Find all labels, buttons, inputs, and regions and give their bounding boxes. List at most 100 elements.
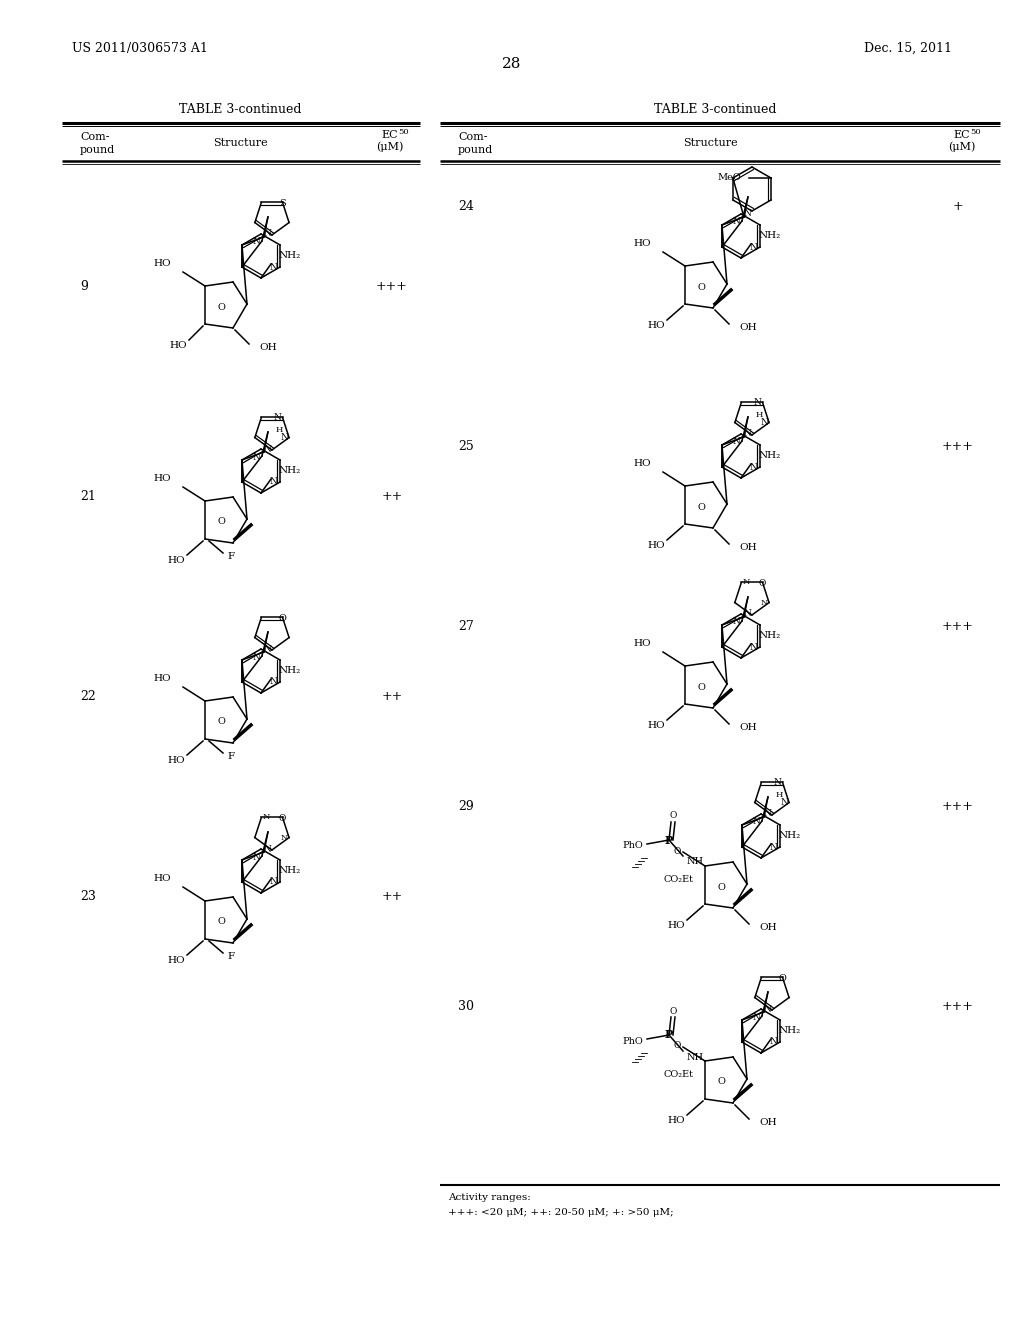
Text: 24: 24 (458, 201, 474, 213)
Text: NH₂: NH₂ (779, 832, 801, 840)
Text: O: O (279, 814, 287, 822)
Text: CO₂Et: CO₂Et (664, 1071, 694, 1078)
Text: ++: ++ (381, 690, 402, 704)
Text: OH: OH (759, 923, 776, 932)
Text: O: O (217, 517, 225, 527)
Text: F: F (227, 552, 234, 561)
Text: 50: 50 (970, 128, 981, 136)
Text: N: N (252, 853, 260, 862)
Text: OH: OH (259, 343, 276, 352)
Text: 21: 21 (80, 490, 96, 503)
Text: 30: 30 (458, 1001, 474, 1012)
Text: O: O (759, 579, 766, 587)
Text: pound: pound (458, 145, 494, 154)
Text: HO: HO (668, 921, 685, 931)
Text: F: F (227, 752, 234, 762)
Text: +++: +++ (942, 440, 974, 453)
Text: EC: EC (382, 129, 398, 140)
Text: HO: HO (167, 556, 185, 565)
Text: +++: +++ (942, 800, 974, 813)
Text: N: N (743, 610, 751, 619)
Text: N: N (262, 813, 269, 821)
Text: NH₂: NH₂ (759, 451, 781, 459)
Text: H: H (775, 791, 782, 799)
Text: N: N (769, 1038, 777, 1047)
Text: NH₂: NH₂ (279, 667, 301, 675)
Text: +++: +++ (376, 280, 408, 293)
Text: N: N (263, 644, 271, 653)
Text: TABLE 3-continued: TABLE 3-continued (653, 103, 776, 116)
Text: NH₂: NH₂ (759, 231, 781, 240)
Text: N: N (269, 263, 278, 272)
Text: N: N (750, 643, 757, 652)
Text: O: O (279, 614, 287, 623)
Text: N: N (750, 243, 757, 252)
Text: NH₂: NH₂ (759, 631, 781, 640)
Text: +: + (952, 201, 964, 213)
Text: F: F (227, 952, 234, 961)
Text: O: O (674, 1041, 681, 1051)
Text: N: N (769, 842, 777, 851)
Text: PhO: PhO (623, 842, 643, 850)
Text: Com-: Com- (80, 132, 110, 143)
Text: N: N (263, 445, 271, 454)
Text: O: O (217, 917, 225, 927)
Text: EC: EC (953, 129, 971, 140)
Text: O: O (217, 302, 225, 312)
Text: N: N (754, 397, 762, 407)
Text: +++: +++ (942, 1001, 974, 1012)
Text: HO: HO (167, 756, 185, 766)
Text: (μM): (μM) (376, 141, 403, 152)
Text: O: O (670, 1006, 677, 1015)
Text: O: O (697, 682, 705, 692)
Text: NH₂: NH₂ (279, 466, 301, 475)
Text: HO: HO (668, 1115, 685, 1125)
Text: O: O (778, 974, 786, 983)
Text: N: N (252, 453, 260, 462)
Text: O: O (697, 282, 705, 292)
Text: CO₂Et: CO₂Et (664, 875, 694, 884)
Text: ++: ++ (381, 890, 402, 903)
Text: N: N (269, 478, 278, 487)
Text: S: S (280, 199, 286, 209)
Text: HO: HO (154, 474, 171, 483)
Text: (μM): (μM) (948, 141, 976, 152)
Text: N: N (750, 462, 757, 471)
Text: 27: 27 (458, 620, 474, 634)
Text: N: N (252, 238, 260, 247)
Text: N: N (269, 878, 278, 887)
Text: N: N (763, 1005, 771, 1014)
Text: ++: ++ (381, 490, 402, 503)
Text: N: N (269, 677, 278, 686)
Text: 28: 28 (503, 57, 521, 71)
Text: N: N (742, 578, 750, 586)
Text: +++: <20 μM; ++: 20-50 μM; +: >50 μM;: +++: <20 μM; ++: 20-50 μM; +: >50 μM; (449, 1208, 674, 1217)
Text: O: O (697, 503, 705, 511)
Text: H: H (756, 411, 763, 418)
Text: N: N (252, 652, 260, 661)
Text: HO: HO (154, 874, 171, 883)
Text: N: N (752, 1012, 760, 1022)
Text: N: N (281, 433, 288, 442)
Text: OH: OH (739, 723, 757, 733)
Text: N: N (273, 413, 282, 422)
Text: HO: HO (634, 639, 651, 648)
Text: Activity ranges:: Activity ranges: (449, 1193, 530, 1203)
Text: Dec. 15, 2011: Dec. 15, 2011 (864, 42, 952, 55)
Text: N: N (780, 799, 788, 807)
Text: HO: HO (647, 321, 665, 330)
Text: N: N (732, 218, 740, 227)
Text: 22: 22 (80, 690, 96, 704)
Text: 29: 29 (458, 800, 474, 813)
Text: NH₂: NH₂ (779, 1026, 801, 1035)
Text: PhO: PhO (623, 1036, 643, 1045)
Text: N: N (732, 618, 740, 627)
Text: 25: 25 (458, 440, 474, 453)
Text: HO: HO (647, 541, 665, 550)
Text: NH₂: NH₂ (279, 251, 301, 260)
Text: Com-: Com- (458, 132, 487, 143)
Text: N: N (281, 833, 288, 842)
Text: N: N (263, 230, 271, 239)
Text: MeO: MeO (717, 173, 741, 182)
Text: N: N (761, 598, 768, 607)
